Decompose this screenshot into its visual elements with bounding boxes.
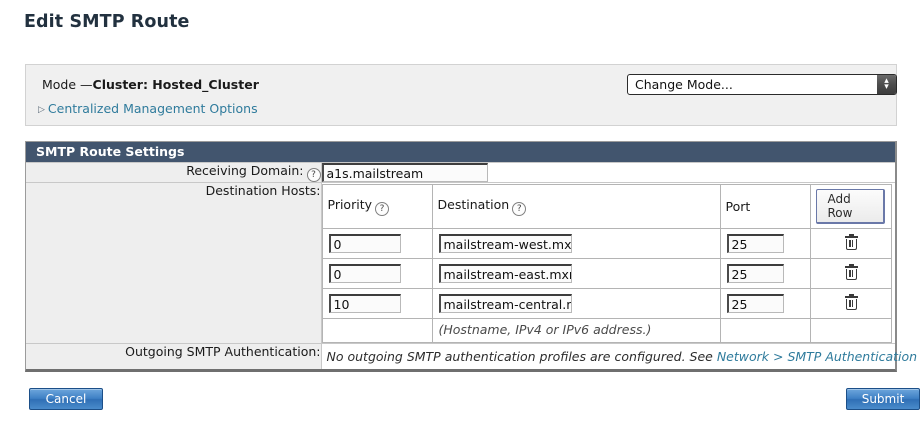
priority-input[interactable]: 10 <box>328 293 401 313</box>
destination-hint-text: (Hostname, IPv4 or IPv6 address.) <box>438 322 652 337</box>
destination-cell: mailstream-central.m <box>431 288 721 319</box>
delete-cell <box>809 258 892 289</box>
priority-input[interactable]: 0 <box>328 263 401 283</box>
settings-form-table: Receiving Domain:? a1s.mailstream Destin… <box>26 162 918 369</box>
mode-line: Mode —Cluster: Hosted_Cluster <box>42 77 259 92</box>
mode-value-label: Cluster: Hosted_Cluster <box>92 77 259 92</box>
outgoing-auth-message: No outgoing SMTP authentication profiles… <box>322 344 918 369</box>
destination-hosts-row: Destination Hosts: Priority? Destination… <box>26 182 895 344</box>
receiving-domain-input[interactable]: a1s.mailstream <box>321 163 488 182</box>
smtp-route-settings-box: SMTP Route Settings Receiving Domain:? a… <box>25 141 918 372</box>
port-input[interactable]: 25 <box>726 293 784 313</box>
delete-cell <box>809 228 892 259</box>
destination-hosts-value-cell: Priority? Destination? Port Add Row 0 ma… <box>321 182 895 344</box>
column-header-destination: Destination? <box>431 184 721 229</box>
hint-spacer-port <box>719 318 811 343</box>
column-header-actions: Add Row <box>809 184 892 229</box>
destination-cell: mailstream-east.mxre <box>431 258 721 289</box>
centralized-management-options-label: Centralized Management Options <box>47 101 258 116</box>
mode-prefix-label: Mode — <box>42 77 93 92</box>
destination-input[interactable]: mailstream-central.m <box>438 293 572 313</box>
port-input[interactable]: 25 <box>726 233 784 253</box>
priority-cell: 10 <box>321 288 433 319</box>
column-header-priority: Priority? <box>321 184 433 229</box>
table-row: 0 mailstream-west.mxre 25 <box>321 228 892 259</box>
network-link[interactable]: Network <box>716 349 770 364</box>
priority-header-label: Priority <box>327 197 373 212</box>
section-header: SMTP Route Settings <box>26 142 895 162</box>
table-row: 0 mailstream-east.mxre 25 <box>321 258 892 289</box>
outgoing-auth-row: Outgoing SMTP Authentication: No outgoin… <box>26 343 918 369</box>
delete-cell <box>809 288 892 319</box>
port-cell: 25 <box>719 288 811 319</box>
question-mark-icon[interactable]: ? <box>306 168 321 182</box>
trash-icon[interactable] <box>844 264 858 281</box>
destination-hint-row: (Hostname, IPv4 or IPv6 address.) <box>321 318 892 343</box>
outgoing-auth-label-cell: Outgoing SMTP Authentication: <box>26 343 322 369</box>
receiving-domain-label-cell: Receiving Domain:? <box>26 162 322 183</box>
port-cell: 25 <box>719 228 811 259</box>
page-title: Edit SMTP Route <box>24 12 190 32</box>
add-row-button[interactable]: Add Row <box>815 189 885 224</box>
destination-cell: mailstream-west.mxre <box>431 228 721 259</box>
priority-cell: 0 <box>321 258 433 289</box>
receiving-domain-value-cell: a1s.mailstream <box>321 162 895 183</box>
port-header-label: Port <box>725 199 751 214</box>
collapsed-triangle-icon: ▷ <box>38 105 45 115</box>
trash-icon[interactable] <box>844 234 858 251</box>
receiving-domain-label: Receiving Domain: <box>186 163 304 178</box>
destination-input[interactable]: mailstream-west.mxre <box>438 233 572 253</box>
change-mode-select[interactable]: Change Mode... ▴ ▾ <box>627 74 897 95</box>
submit-button[interactable]: Submit <box>846 388 920 410</box>
outgoing-auth-text: No outgoing SMTP authentication profiles… <box>326 349 717 364</box>
receiving-domain-row: Receiving Domain:? a1s.mailstream <box>26 162 895 183</box>
change-mode-selected-value: Change Mode... <box>635 77 733 92</box>
destination-hosts-label-cell: Destination Hosts: <box>26 182 322 344</box>
smtp-authentication-link[interactable]: SMTP Authentication <box>787 349 918 364</box>
destination-hint-cell: (Hostname, IPv4 or IPv6 address.) <box>431 318 721 343</box>
trash-icon[interactable] <box>844 294 858 311</box>
destination-input[interactable]: mailstream-east.mxre <box>438 263 572 283</box>
destination-hosts-label: Destination Hosts: <box>205 183 321 198</box>
link-separator: > <box>769 349 788 364</box>
hint-spacer-actions <box>809 318 892 343</box>
outgoing-auth-label: Outgoing SMTP Authentication: <box>125 344 321 359</box>
updown-chevron-icon: ▴ ▾ <box>877 75 896 94</box>
question-mark-icon[interactable]: ? <box>512 202 527 216</box>
priority-cell: 0 <box>321 228 433 259</box>
column-header-port: Port <box>719 184 811 229</box>
destination-header-label: Destination <box>437 197 510 212</box>
destination-hosts-header-row: Priority? Destination? Port Add Row <box>321 184 892 229</box>
port-input[interactable]: 25 <box>726 263 784 283</box>
cancel-button[interactable]: Cancel <box>29 388 103 410</box>
table-row: 10 mailstream-central.m 25 <box>321 288 892 319</box>
hint-spacer-left <box>321 318 433 343</box>
question-mark-icon[interactable]: ? <box>375 202 389 216</box>
outgoing-auth-value-cell: No outgoing SMTP authentication profiles… <box>321 343 918 369</box>
centralized-management-options-link[interactable]: ▷ Centralized Management Options <box>38 101 258 116</box>
port-cell: 25 <box>719 258 811 289</box>
priority-input[interactable]: 0 <box>328 233 401 253</box>
destination-hosts-table: Priority? Destination? Port Add Row 0 ma… <box>321 184 892 343</box>
